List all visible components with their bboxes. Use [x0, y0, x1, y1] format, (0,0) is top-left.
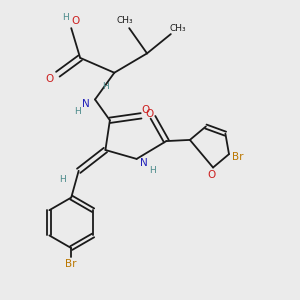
Text: H: H [150, 166, 156, 175]
Text: Br: Br [65, 260, 77, 269]
Text: H: H [59, 175, 66, 184]
Text: O: O [72, 16, 80, 26]
Text: CH₃: CH₃ [116, 16, 133, 25]
Text: O: O [207, 170, 216, 180]
Text: H: H [62, 13, 69, 22]
Text: N: N [140, 158, 148, 168]
Text: O: O [141, 105, 150, 115]
Text: H: H [102, 82, 109, 91]
Text: H: H [74, 107, 81, 116]
Text: CH₃: CH₃ [170, 24, 187, 33]
Text: O: O [45, 74, 54, 84]
Text: N: N [82, 99, 90, 109]
Text: O: O [146, 109, 154, 119]
Text: Br: Br [232, 152, 244, 162]
